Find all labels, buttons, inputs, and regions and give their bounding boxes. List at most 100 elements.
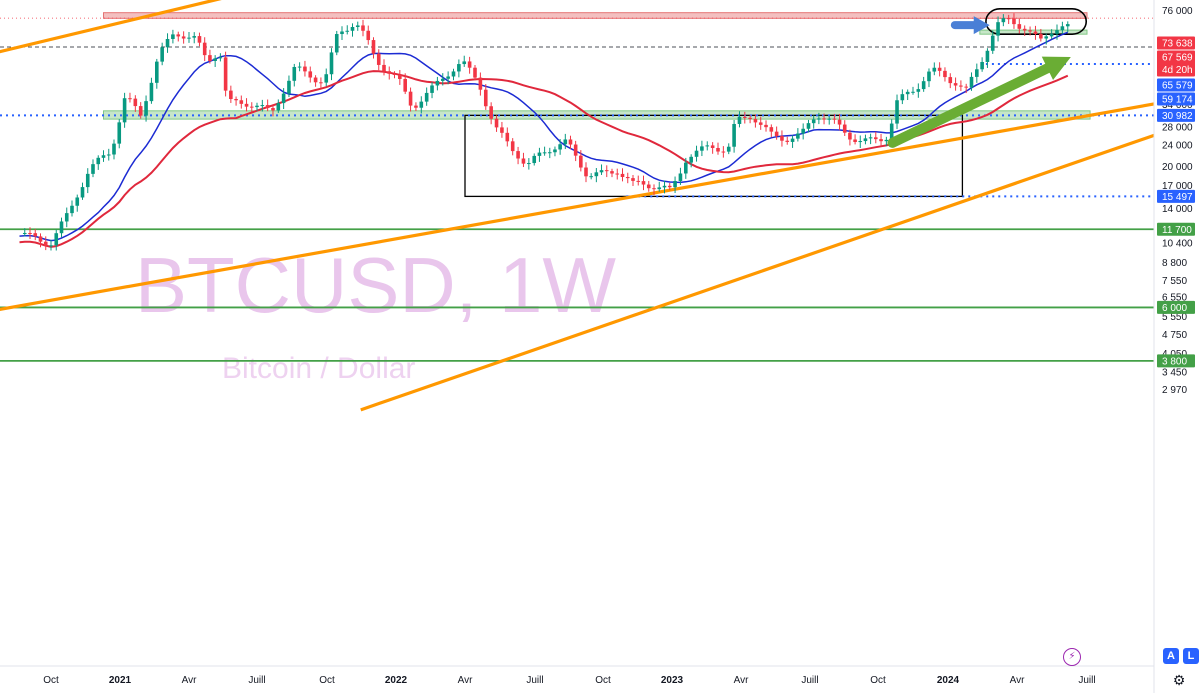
candle-body	[563, 139, 568, 145]
candle-body	[916, 89, 921, 92]
candle-body	[811, 119, 816, 124]
candle-body	[716, 148, 720, 152]
price-tick-label: 4 750	[1162, 330, 1187, 341]
candle-body	[837, 119, 842, 125]
candle-body	[863, 138, 868, 142]
candle-body	[483, 89, 488, 107]
time-tick-label: 2023	[661, 675, 684, 686]
candle-body	[308, 71, 313, 78]
candle-body	[764, 124, 768, 128]
candle-body	[553, 149, 557, 153]
candle-body	[873, 137, 878, 140]
candle-body	[340, 31, 344, 35]
candle-body	[748, 117, 752, 119]
candle-body	[927, 71, 931, 82]
zone-rounded-4	[985, 8, 1088, 35]
candle-body	[868, 137, 873, 139]
price-tag-2-bg	[1157, 354, 1195, 368]
candle-body	[780, 136, 784, 141]
candle-body	[271, 108, 275, 111]
candle-body	[996, 22, 1000, 36]
price-tick-label: 10 400	[1162, 239, 1193, 250]
candle-body	[801, 128, 805, 134]
candle-body	[532, 155, 537, 164]
time-tick-label: Avr	[458, 675, 473, 686]
candle-body	[953, 83, 958, 86]
candle-body	[568, 139, 573, 145]
last-bar-countdown: 4d 20h	[1162, 65, 1193, 76]
candle-body	[192, 36, 197, 38]
candle-body	[255, 105, 259, 108]
candle-body	[631, 178, 635, 181]
time-tick-label: Avr	[182, 675, 197, 686]
time-axis[interactable]: Oct 2021 Avr Juill Oct 2022 Avr Juill Oct 2023 Avr…	[43, 675, 1095, 686]
price-tick-label: 28 000	[1162, 123, 1193, 134]
candle-body	[371, 40, 376, 54]
candle-body	[1060, 26, 1065, 31]
symbol-watermark: BTCUSD, 1W Bitcoin / Dollar	[135, 241, 616, 385]
candle-body	[610, 171, 614, 174]
candle-body	[80, 187, 85, 198]
price-tick-label: 17 000	[1162, 181, 1193, 192]
price-tag-5-bg	[1157, 78, 1195, 92]
candle-body	[684, 162, 688, 174]
candle-body	[700, 146, 704, 151]
log-scale-button[interactable]: L	[1183, 648, 1199, 664]
candle-body	[281, 93, 286, 104]
candle-body	[171, 34, 175, 39]
candle-body	[28, 232, 32, 234]
candle-body	[85, 173, 90, 188]
candle-body	[1065, 24, 1070, 27]
candle-body	[287, 80, 291, 94]
candle-body	[758, 122, 763, 125]
candle-body	[932, 67, 937, 72]
zone-band-0	[103, 12, 1088, 19]
candle-body	[239, 100, 244, 104]
time-tick-label: Avr	[734, 675, 749, 686]
candle-body	[75, 197, 80, 206]
candle-body	[542, 152, 547, 154]
price-tags: 11 700 6 000 3 800 30 982 15 497 65 579 59 174…	[1157, 36, 1195, 368]
candle-body	[911, 91, 915, 93]
candle-body	[858, 141, 863, 143]
last-price-tag-bg	[1157, 50, 1195, 77]
trendline-2	[0, 0, 222, 54]
candle-body	[112, 143, 116, 155]
arrow-head-0	[973, 16, 990, 35]
annotations-layer	[887, 16, 1071, 148]
candle-body	[625, 176, 630, 179]
candle-body	[49, 245, 53, 247]
candle-body	[641, 181, 646, 185]
candle-body	[350, 27, 355, 31]
candle-body	[827, 118, 832, 120]
time-tick-label: Avr	[1010, 675, 1025, 686]
zone-rectangle-3	[464, 114, 964, 198]
flash-icon[interactable]: ⚡	[1063, 648, 1081, 666]
candle-body	[265, 105, 270, 109]
candle-body	[197, 36, 202, 43]
candle-body	[138, 106, 143, 116]
candle-body	[64, 213, 69, 222]
candle-body	[1022, 28, 1027, 31]
candle-body	[806, 123, 811, 129]
candle-body	[599, 170, 604, 173]
candle-body	[516, 151, 520, 159]
candle-body	[589, 176, 593, 178]
candle-body	[657, 187, 662, 190]
settings-gear-icon[interactable]: ⚙	[1172, 672, 1186, 688]
candle-body	[462, 61, 467, 65]
candle-body	[732, 123, 736, 147]
candle-body	[414, 105, 418, 108]
auto-scale-button[interactable]: A	[1163, 648, 1179, 664]
candle-body	[1017, 24, 1022, 29]
candle-body	[160, 47, 164, 62]
time-tick-label: Juill	[1078, 675, 1095, 686]
candle-body	[297, 66, 302, 68]
candle-body	[376, 53, 381, 65]
candle-body	[742, 116, 747, 118]
candle-body	[59, 221, 64, 234]
candle-body	[303, 66, 307, 72]
candle-body	[467, 61, 472, 68]
candle-body	[985, 50, 990, 62]
